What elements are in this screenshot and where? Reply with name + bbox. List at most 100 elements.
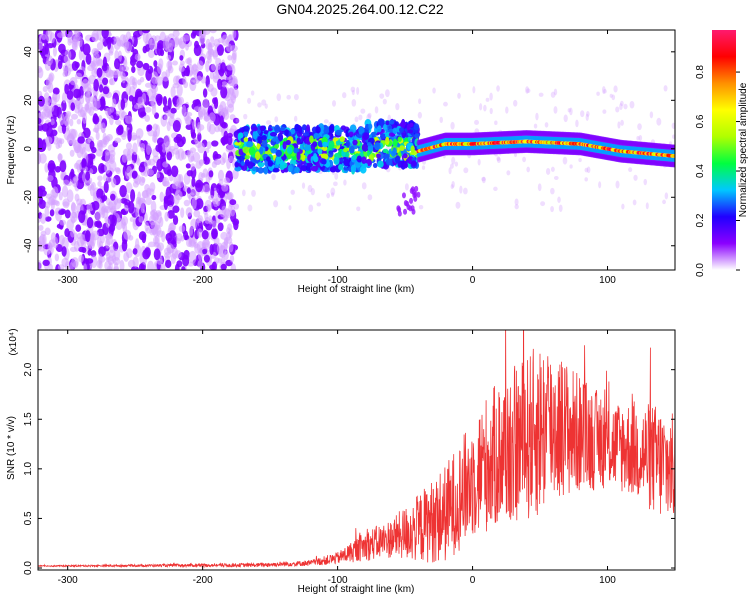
spectrogram-cell: [241, 189, 246, 197]
spectrogram-cell: [91, 230, 100, 241]
spectrogram-cell: [211, 140, 219, 147]
spectrogram-cell: [272, 167, 280, 173]
spectrogram-cell: [211, 228, 218, 240]
spectrogram-cell: [203, 115, 211, 122]
spectrogram-cell: [48, 73, 54, 85]
spectrogram-cell: [164, 252, 172, 259]
spectrogram-cell: [672, 157, 675, 162]
spectrogram-cell: [166, 151, 173, 161]
spectrogram-cell: [79, 95, 85, 105]
spectrogram-cell: [201, 239, 210, 246]
spectrogram-cell: [323, 119, 329, 124]
spectrogram-cell: [377, 118, 385, 127]
spectrogram-cell: [514, 204, 519, 210]
spectrogram-cell: [87, 184, 92, 191]
spectrogram-cell: [185, 65, 190, 77]
y-tick-label: 2.0: [23, 362, 34, 376]
spectrogram-cell: [73, 88, 81, 99]
spectrogram-cell: [71, 60, 79, 72]
spectrogram-cell: [193, 44, 202, 57]
spectrogram-cell: [451, 156, 456, 165]
colorbar: 0.0 0.2 0.4 0.6 0.8 Normalized spectral ampl…: [695, 30, 749, 277]
spectrogram-cell: [213, 159, 222, 165]
spectrogram-cell: [237, 132, 244, 139]
spectrogram-cell: [38, 185, 46, 193]
spectrogram-cell: [140, 201, 145, 214]
spectrogram-cell: [93, 78, 99, 92]
spectrogram-cell: [76, 198, 83, 206]
spectrogram-cell: [397, 136, 402, 142]
colorbar-tick-label: 0.6: [695, 114, 706, 128]
spectrogram-cell: [154, 224, 162, 236]
spectrogram-cell: [59, 160, 67, 173]
spectrogram-cell: [185, 163, 191, 169]
spectrogram-cell: [198, 159, 205, 165]
spectrogram-cell: [586, 166, 591, 174]
spectrogram-cell: [165, 141, 171, 153]
spectrogram-cell: [553, 106, 558, 114]
spectrogram-cell: [212, 71, 220, 80]
spectrogram-cell: [333, 181, 338, 187]
spectrogram-cell: [376, 153, 382, 159]
spectrogram-cell: [192, 152, 201, 163]
spectrogram-cell: [301, 154, 306, 162]
spectrogram-cell: [457, 92, 461, 99]
spectrogram-cell: [156, 172, 161, 178]
spectrogram-cell: [52, 236, 59, 249]
colorbar-tick-label: 0.0: [695, 263, 706, 277]
chart-title: GN04.2025.264.00.12.C22: [276, 1, 444, 17]
spectrogram-cell: [252, 130, 258, 140]
spectrogram-cell: [257, 102, 262, 108]
spectrogram-cell: [533, 123, 538, 129]
spectrogram-cell: [410, 160, 417, 167]
spectrogram-cell: [213, 38, 221, 47]
spectrogram-cell: [221, 183, 229, 192]
snr-frame: [37, 329, 676, 571]
spectrogram-cell: [154, 234, 160, 248]
spectrogram-cell: [205, 38, 211, 50]
spectrogram-cell: [69, 211, 78, 223]
spectrogram-cell: [296, 137, 301, 145]
spectrogram-cell: [264, 103, 268, 109]
spectrogram-cell: [39, 234, 46, 247]
spectrogram-cell: [166, 121, 171, 132]
spectrogram-cell: [166, 54, 172, 61]
spectrogram-cell: [229, 199, 237, 206]
spectrogram-cell: [251, 126, 258, 132]
spectrogram-cell: [227, 135, 233, 146]
spectrogram-cell: [525, 86, 530, 94]
spectrogram-cell: [146, 168, 155, 176]
spectrogram-cell: [178, 66, 185, 72]
spectrogram-cell: [181, 266, 186, 270]
snr-y-axis-label: SNR (10 * v/v): [6, 416, 17, 480]
spectrogram-cell: [142, 45, 148, 54]
spectrogram-cell: [671, 122, 675, 130]
spectrogram-cell: [217, 169, 225, 182]
spectrogram-cell: [354, 116, 359, 123]
spectrogram-cell: [132, 180, 139, 188]
spectrogram-cell: [180, 235, 185, 242]
x-tick-label: -100: [328, 575, 348, 586]
spectrogram-cell: [102, 77, 109, 86]
spectrogram-cell: [645, 202, 649, 210]
spectrogram-cell: [181, 105, 187, 117]
spectrogram-cell: [148, 43, 157, 50]
spectrogram-cell: [439, 116, 443, 123]
spectrogram-cell: [220, 85, 228, 99]
spectrogram-cell: [154, 76, 163, 86]
spectrogram-cell: [115, 167, 121, 175]
spectrogram-cell: [132, 30, 141, 38]
spectrogram-cell: [301, 182, 306, 189]
spectrogram-cell: [94, 221, 99, 228]
spectrogram-cell: [147, 124, 153, 131]
y-tick-label: 1.5: [23, 412, 34, 426]
colorbar-label: Normalized spectral amplitude: [738, 82, 749, 217]
spectrogram-cell: [170, 253, 176, 265]
spectrogram-cell: [138, 176, 145, 186]
spectrogram-cell: [190, 218, 198, 230]
spectrogram-cell: [366, 142, 372, 147]
spectrogram-cell: [211, 261, 218, 270]
spectrogram-cell: [111, 177, 117, 188]
spectrogram-cell: [63, 55, 69, 63]
spectrogram-cell: [58, 234, 65, 246]
